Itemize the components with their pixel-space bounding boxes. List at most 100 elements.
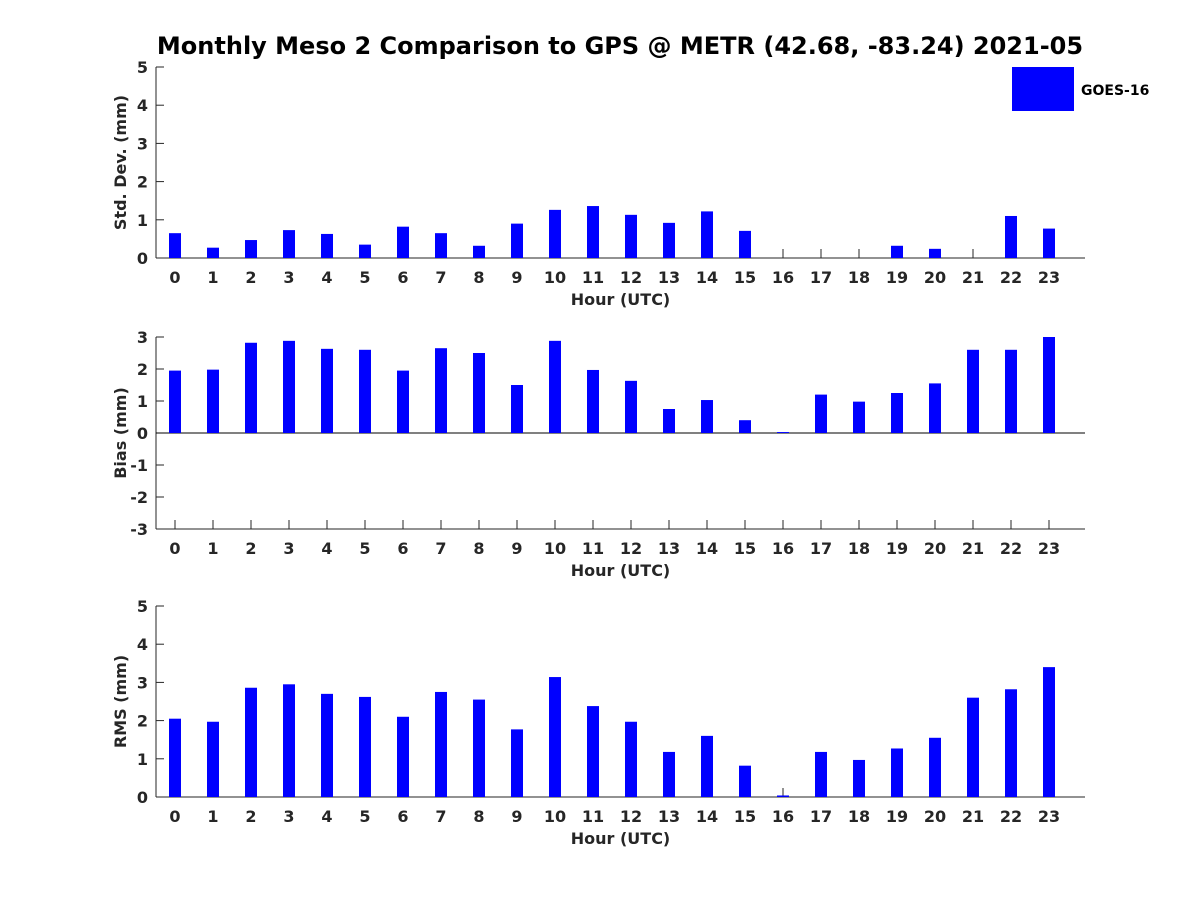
x-tick-label: 9	[511, 807, 522, 826]
bar-hour-21	[967, 697, 979, 797]
bar-hour-11	[587, 706, 599, 797]
y-tick-label: -2	[130, 488, 148, 507]
bar-hour-12	[625, 380, 637, 433]
x-tick-label: 3	[283, 539, 294, 558]
bar-hour-1	[207, 369, 219, 433]
x-tick-label: 3	[283, 268, 294, 287]
y-tick-label: 3	[137, 328, 148, 347]
bar-hour-6	[397, 716, 409, 797]
x-tick-label: 10	[544, 539, 566, 558]
bar-hour-8	[473, 353, 485, 433]
bar-hour-19	[891, 393, 903, 433]
y-tick-label: 2	[137, 712, 148, 731]
x-tick-label: 4	[321, 807, 332, 826]
x-tick-label: 0	[169, 807, 180, 826]
bar-hour-8	[473, 245, 485, 258]
bar-hour-22	[1005, 349, 1017, 433]
bar-hour-15	[739, 765, 751, 797]
x-tick-label: 10	[544, 807, 566, 826]
bar-hour-18	[853, 759, 865, 797]
y-tick-label: 0	[137, 788, 148, 807]
bar-hour-4	[321, 348, 333, 433]
x-tick-label: 14	[696, 268, 718, 287]
x-tick-label: 13	[658, 539, 680, 558]
legend: GOES-16	[1012, 67, 1149, 111]
y-tick-label: 3	[137, 673, 148, 692]
bar-hour-12	[625, 214, 637, 258]
x-tick-label: 23	[1038, 268, 1060, 287]
bar-hour-19	[891, 245, 903, 258]
x-tick-label: 19	[886, 539, 908, 558]
bar-hour-0	[169, 718, 181, 797]
x-tick-label: 14	[696, 539, 718, 558]
y-tick-label: 0	[137, 424, 148, 443]
bar-hour-14	[701, 735, 713, 797]
x-tick-label: 22	[1000, 807, 1022, 826]
bar-hour-23	[1043, 337, 1055, 433]
x-tick-label: 4	[321, 268, 332, 287]
bar-hour-3	[283, 230, 295, 258]
x-tick-label: 19	[886, 807, 908, 826]
bar-hour-10	[549, 209, 561, 258]
x-tick-label: 8	[473, 807, 484, 826]
y-tick-label: 5	[137, 58, 148, 77]
x-tick-label: 17	[810, 807, 832, 826]
x-tick-label: 14	[696, 807, 718, 826]
bar-hour-9	[511, 223, 523, 258]
x-tick-label: 13	[658, 807, 680, 826]
legend-swatch	[1012, 67, 1074, 111]
x-tick-label: 23	[1038, 539, 1060, 558]
chart-title: Monthly Meso 2 Comparison to GPS @ METR …	[157, 32, 1083, 60]
bar-hour-5	[359, 244, 371, 258]
bar-hour-11	[587, 206, 599, 258]
bar-hour-0	[169, 233, 181, 258]
x-tick-label: 9	[511, 268, 522, 287]
y-axis-label: Std. Dev. (mm)	[111, 95, 130, 230]
x-tick-label: 15	[734, 539, 756, 558]
x-tick-label: 1	[207, 539, 218, 558]
x-tick-label: 11	[582, 807, 604, 826]
x-tick-label: 1	[207, 268, 218, 287]
x-tick-label: 20	[924, 807, 946, 826]
x-tick-label: 1	[207, 807, 218, 826]
bar-hour-3	[283, 340, 295, 433]
x-tick-label: 9	[511, 539, 522, 558]
x-tick-label: 17	[810, 539, 832, 558]
x-tick-label: 0	[169, 539, 180, 558]
x-tick-label: 20	[924, 268, 946, 287]
x-tick-label: 23	[1038, 807, 1060, 826]
bar-hour-22	[1005, 215, 1017, 258]
x-tick-label: 5	[359, 268, 370, 287]
x-tick-label: 21	[962, 268, 984, 287]
legend-label: GOES-16	[1081, 83, 1149, 99]
bar-hour-16	[777, 432, 789, 433]
bar-hour-13	[663, 409, 675, 433]
x-tick-label: 12	[620, 268, 642, 287]
bar-hour-13	[663, 751, 675, 797]
x-tick-label: 12	[620, 807, 642, 826]
bar-hour-9	[511, 385, 523, 433]
x-axis-label: Hour (UTC)	[571, 290, 671, 309]
bar-hour-10	[549, 677, 561, 797]
bar-hour-7	[435, 691, 447, 797]
x-tick-label: 5	[359, 807, 370, 826]
bar-hour-0	[169, 370, 181, 433]
y-tick-label: 4	[137, 96, 148, 115]
x-tick-label: 18	[848, 539, 870, 558]
x-tick-label: 16	[772, 268, 794, 287]
y-tick-label: 1	[137, 211, 148, 230]
x-tick-label: 8	[473, 539, 484, 558]
x-tick-label: 18	[848, 268, 870, 287]
y-axis-label: RMS (mm)	[111, 655, 130, 748]
x-tick-label: 11	[582, 268, 604, 287]
bar-hour-17	[815, 751, 827, 797]
x-tick-label: 12	[620, 539, 642, 558]
x-tick-label: 18	[848, 807, 870, 826]
bar-hour-15	[739, 230, 751, 258]
x-tick-label: 15	[734, 268, 756, 287]
x-tick-label: 11	[582, 539, 604, 558]
